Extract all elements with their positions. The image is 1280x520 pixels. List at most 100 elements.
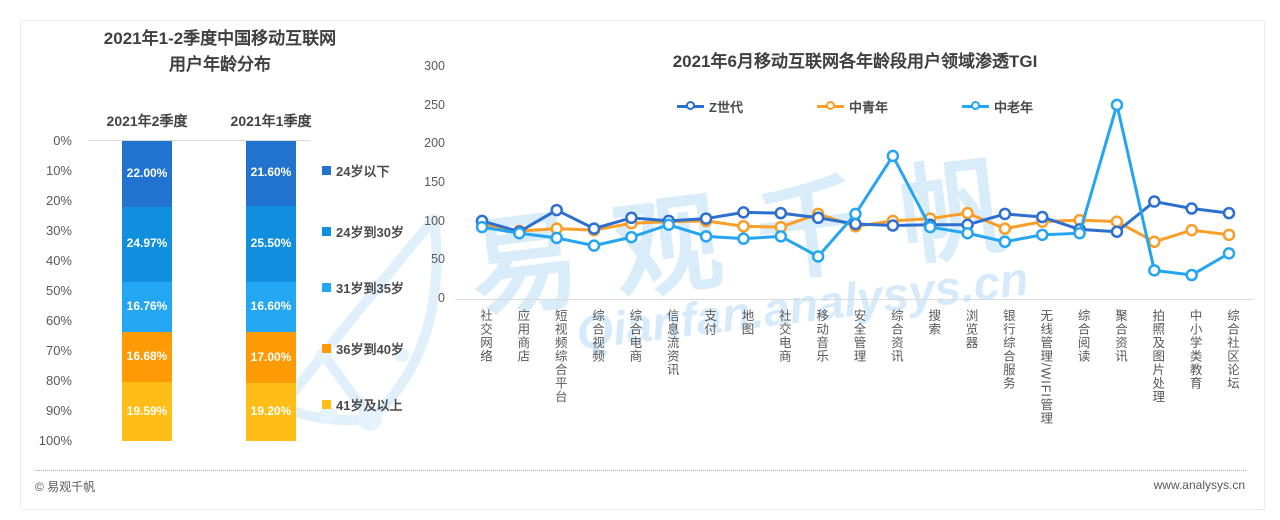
left-y-tick-label: 10% xyxy=(45,163,72,178)
data-point-marker xyxy=(1148,264,1161,277)
data-point-marker xyxy=(886,149,900,163)
report-card xyxy=(20,20,1265,510)
data-point-marker xyxy=(550,231,563,245)
qianfan-sail-logo-watermark xyxy=(268,214,442,431)
legend-item: 31岁到35岁 xyxy=(322,278,404,297)
data-point-marker xyxy=(587,239,601,252)
bar-segment xyxy=(246,205,296,283)
legend-label: 36岁到40岁 xyxy=(336,342,404,357)
bar-segment xyxy=(246,383,296,441)
legend-item: 36岁到40岁 xyxy=(322,339,404,358)
category-label: 社交电商 xyxy=(776,309,791,363)
legend-item: 41岁及以上 xyxy=(322,395,402,414)
left-y-tick-label: 90% xyxy=(45,403,72,418)
data-point-marker xyxy=(1185,223,1198,237)
data-point-marker xyxy=(1110,225,1124,238)
category-label: 综合电商 xyxy=(627,309,642,363)
legend-item: 中老年 xyxy=(961,97,1033,116)
bar-segment xyxy=(122,141,172,207)
data-point-marker xyxy=(699,230,713,243)
tgi-chart-title: 2021年6月移动互联网各年龄段用户领域渗透TGI xyxy=(672,52,1038,71)
left-y-tick-label: 100% xyxy=(38,433,72,448)
bar-value-label: 17.00% xyxy=(250,349,292,364)
data-point-marker xyxy=(998,222,1012,235)
legend-label: Z世代 xyxy=(709,100,743,115)
legend-circle xyxy=(686,101,695,110)
bar-value-label: 16.76% xyxy=(126,299,168,314)
category-label: 移动音乐 xyxy=(814,309,829,363)
right-y-tick-label: 150 xyxy=(424,175,445,189)
data-point-marker xyxy=(1185,268,1198,282)
category-label: 短视频综合平台 xyxy=(552,309,567,404)
data-point-marker xyxy=(1148,195,1161,208)
data-point-marker xyxy=(625,211,638,225)
legend-label: 24岁到30岁 xyxy=(336,225,404,240)
data-point-marker xyxy=(849,217,862,231)
bar-segment xyxy=(246,282,296,333)
right-y-tick-label: 100 xyxy=(424,213,445,228)
category-label: 无线管理/WIFI管理 xyxy=(1038,309,1053,425)
bar-value-label: 19.59% xyxy=(126,403,168,418)
data-point-marker xyxy=(1222,247,1236,260)
category-label: 综合社区论坛 xyxy=(1225,309,1239,390)
category-label: 安全管理 xyxy=(851,309,866,363)
right-y-tick-label: 250 xyxy=(424,97,445,112)
bar-segment xyxy=(122,332,172,383)
legend-circle xyxy=(825,101,835,110)
footer-copyright: © 易观千帆 xyxy=(35,480,96,494)
line-marker-icon xyxy=(816,101,844,112)
left-y-tick-label: 70% xyxy=(45,343,72,358)
data-point-marker xyxy=(923,220,937,234)
category-label: 综合视频 xyxy=(590,309,605,363)
data-point-marker xyxy=(1185,202,1198,215)
data-point-marker xyxy=(1036,210,1049,224)
legend-item: 24岁到30岁 xyxy=(322,222,404,241)
legend-swatch xyxy=(322,400,331,409)
bar-value-label: 16.68% xyxy=(126,349,168,364)
legend-item: Z世代 xyxy=(677,97,743,116)
left-y-tick-label: 40% xyxy=(45,253,72,268)
left-y-tick-label: 50% xyxy=(45,283,72,298)
data-point-marker xyxy=(1148,235,1161,249)
legend-label: 24岁以下 xyxy=(336,164,390,179)
footer-divider xyxy=(35,470,1246,471)
line-marker-icon xyxy=(961,101,989,112)
data-point-marker xyxy=(1222,206,1236,220)
left-y-tick-label: 0% xyxy=(53,133,72,148)
category-label: 中小学类教育 xyxy=(1187,309,1202,390)
data-point-marker xyxy=(849,207,862,221)
data-point-marker xyxy=(737,206,750,219)
data-point-marker xyxy=(550,203,563,217)
category-label: 银行综合服务 xyxy=(1000,309,1015,390)
data-point-marker xyxy=(1110,98,1124,112)
left-y-tick-label: 20% xyxy=(45,193,72,208)
legend-label: 31岁到35岁 xyxy=(336,281,404,296)
data-point-marker xyxy=(587,222,601,235)
bar-segment xyxy=(246,141,296,206)
bar-value-label: 16.60% xyxy=(250,299,292,314)
data-point-marker xyxy=(662,218,675,232)
left-y-tick-label: 30% xyxy=(45,223,72,238)
data-point-marker xyxy=(1036,228,1049,242)
age-distribution-title-line2: 用户年龄分布 xyxy=(169,55,271,75)
bar-value-label: 21.60% xyxy=(250,165,292,180)
line-marker-icon xyxy=(677,101,704,112)
footer-website: www.analysys.cn xyxy=(1153,478,1245,492)
data-point-marker xyxy=(625,230,638,244)
bar-value-label: 19.20% xyxy=(250,403,292,418)
bar-value-label: 24.97% xyxy=(126,236,168,251)
legend-swatch xyxy=(322,166,331,175)
age-distribution-chart-title: 2021年1-2季度中国移动互联网 用户年龄分布 xyxy=(60,26,380,79)
category-label: 应用商店 xyxy=(515,309,530,363)
category-label: 综合阅读 xyxy=(1075,309,1090,363)
data-point-marker xyxy=(1222,228,1236,242)
category-label: 支付 xyxy=(702,309,717,336)
legend-item: 24岁以下 xyxy=(322,161,389,180)
bar-column-header: 2021年1季度 xyxy=(230,113,312,129)
legend-swatch xyxy=(322,283,331,292)
category-label: 聚合资讯 xyxy=(1112,309,1127,363)
data-point-marker xyxy=(886,219,900,232)
data-point-marker xyxy=(811,211,825,225)
data-point-marker xyxy=(961,206,974,220)
data-point-marker xyxy=(475,220,489,234)
